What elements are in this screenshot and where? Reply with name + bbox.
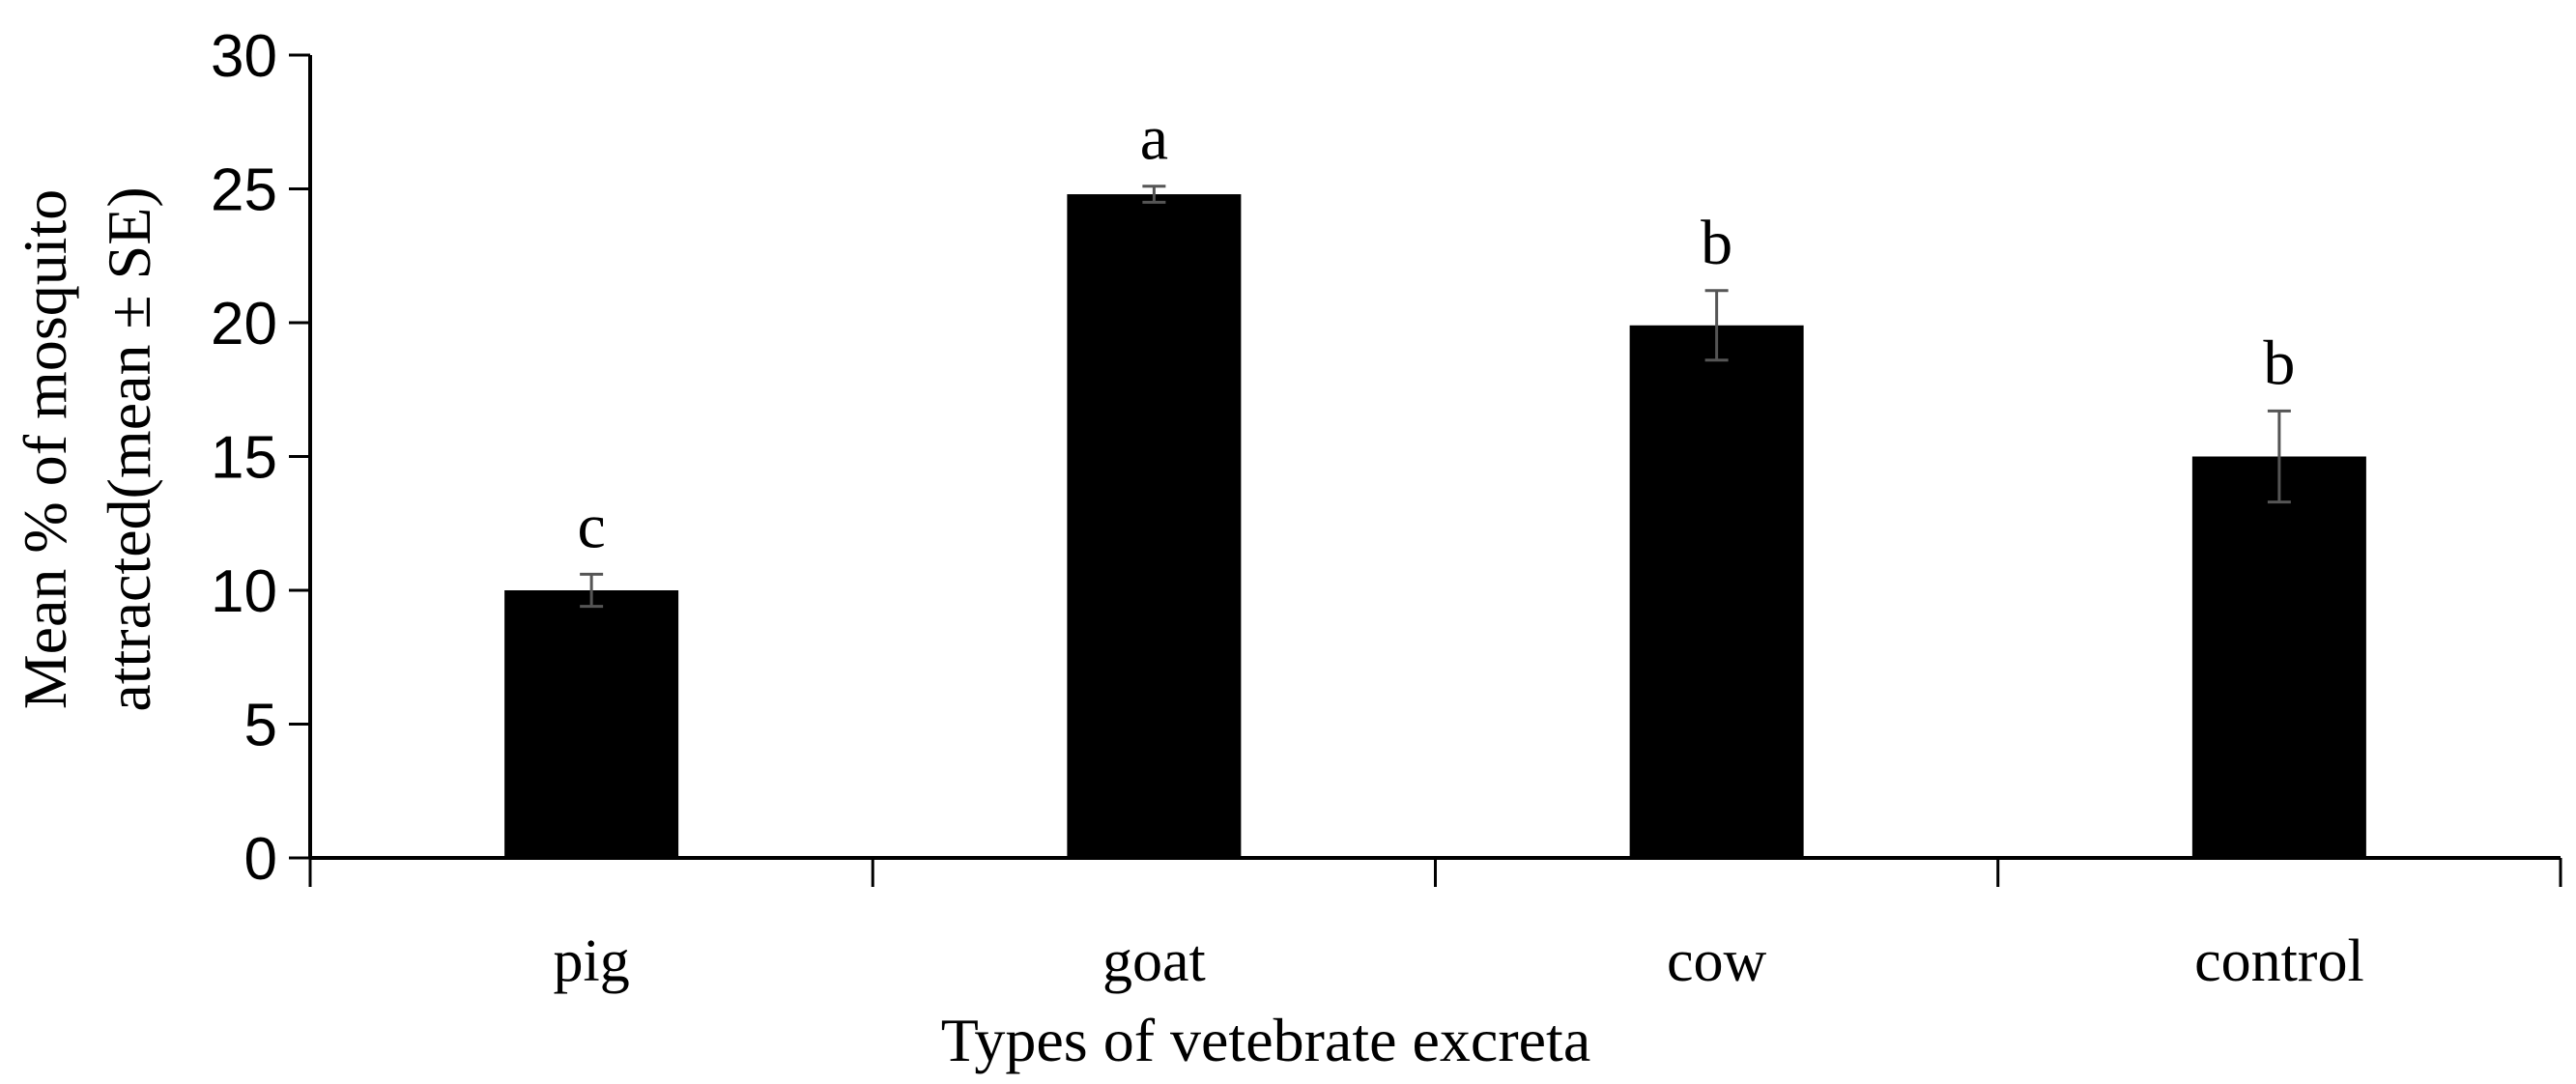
y-tick-label: 5 — [244, 693, 277, 759]
significance-label-pig: c — [577, 491, 605, 561]
bar-goat — [1067, 194, 1242, 859]
y-tick-label: 20 — [211, 291, 277, 357]
error-bar-pig — [580, 572, 604, 609]
error-bar-cow — [1704, 289, 1729, 362]
y-axis-title-line1: Mean % of mosquito — [11, 189, 79, 710]
error-bar-control — [2267, 409, 2291, 504]
significance-label-control: b — [2263, 328, 2295, 398]
category-labels: pig goat cow control — [554, 928, 2364, 994]
error-bar-goat — [1142, 185, 1166, 204]
y-tick-label: 30 — [211, 23, 277, 90]
y-tick-label: 15 — [211, 425, 277, 492]
category-label-cow: cow — [1667, 928, 1767, 994]
y-tick-label: 0 — [244, 826, 277, 893]
significance-label-cow: b — [1701, 208, 1732, 278]
category-label-control: control — [2194, 928, 2364, 994]
bar-pig — [504, 590, 679, 858]
category-label-pig: pig — [554, 928, 630, 994]
y-axis-title-line2: attracted(mean ± SE) — [95, 186, 163, 711]
y-axis-ticks: 0 5 10 15 20 25 30 — [211, 23, 310, 893]
category-label-goat: goat — [1102, 928, 1206, 994]
bar-control — [2191, 456, 2366, 858]
x-axis-ticks — [308, 858, 2562, 887]
bar-cow — [1629, 325, 1804, 858]
y-tick-label: 25 — [211, 157, 277, 224]
error-bars — [580, 185, 2291, 609]
significance-labels: c a b b — [577, 103, 2295, 562]
significance-label-goat: a — [1140, 103, 1168, 174]
bars — [504, 194, 2366, 859]
y-tick-label: 10 — [211, 558, 277, 625]
x-axis-title: Types of vetebrate excreta — [941, 1006, 1590, 1074]
